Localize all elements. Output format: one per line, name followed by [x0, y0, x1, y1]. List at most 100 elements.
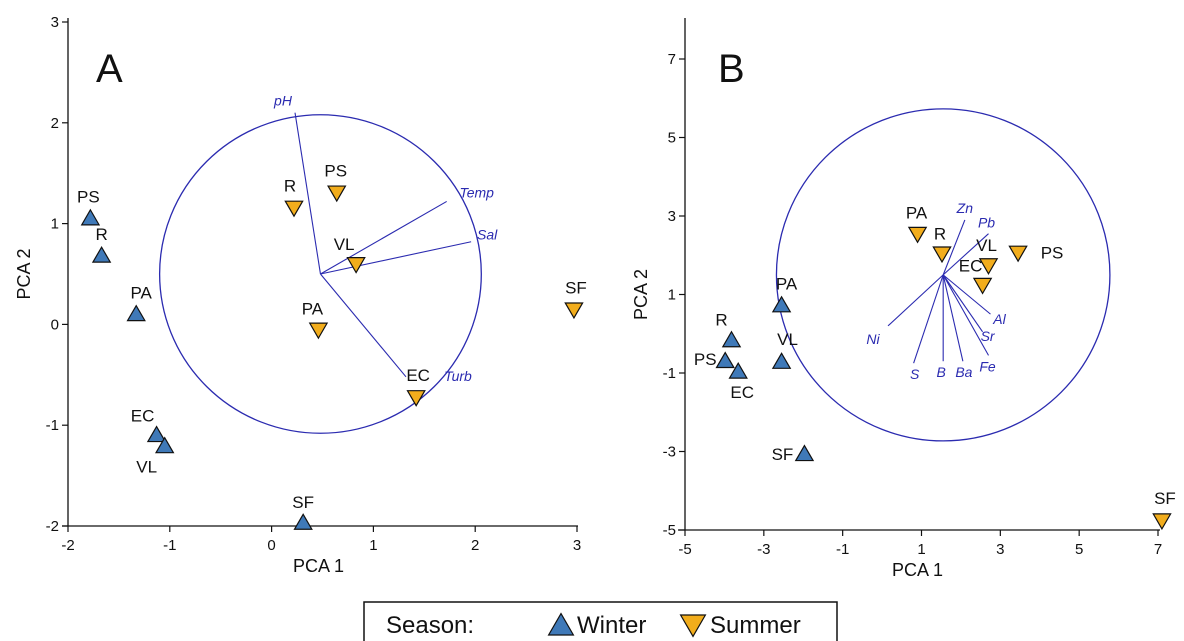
winter-point-sf — [293, 513, 313, 530]
site-label-sf: SF — [1154, 489, 1176, 508]
summer-point-pa — [308, 322, 329, 340]
site-label-ps: PS — [324, 161, 347, 180]
site-label-r: R — [715, 310, 727, 329]
loading-vector-ni — [887, 274, 944, 327]
x-tick-label: -2 — [61, 537, 74, 554]
site-label-ps: PS — [1041, 244, 1064, 263]
site-label-r: R — [934, 224, 946, 243]
winter-point-ec — [728, 361, 748, 379]
x-tick-label: -3 — [757, 541, 770, 558]
loading-label-s: S — [910, 366, 920, 382]
y-tick-label: 5 — [668, 130, 676, 147]
panel-label: B — [718, 47, 745, 91]
site-label-pa: PA — [302, 299, 324, 318]
loading-vector-sr — [942, 274, 984, 333]
summer-point-vl — [346, 257, 366, 274]
y-tick-label: -2 — [46, 518, 59, 535]
y-tick-label: 1 — [51, 216, 59, 233]
winter-point-pa — [126, 304, 146, 322]
correlation-circle — [158, 114, 482, 434]
winter-point-ec — [146, 425, 167, 443]
y-axis-label: PCA 2 — [631, 269, 651, 320]
loading-label-ph: pH — [273, 93, 293, 109]
x-tick-label: 3 — [996, 541, 1004, 558]
site-label-r: R — [284, 176, 296, 195]
site-label-ec: EC — [959, 257, 983, 276]
site-label-ec: EC — [131, 406, 155, 425]
site-label-pa: PA — [906, 204, 928, 223]
x-tick-label: 3 — [573, 537, 581, 554]
winter-point-vl — [771, 352, 792, 369]
x-tick-label: -1 — [163, 537, 176, 554]
panel-label: A — [96, 47, 123, 91]
y-axis-label: PCA 2 — [14, 248, 34, 299]
site-label-pa: PA — [776, 274, 798, 293]
y-tick-label: -1 — [46, 417, 59, 434]
site-label-ps: PS — [77, 188, 100, 207]
y-tick-label: 7 — [668, 51, 676, 68]
x-axis-label: PCA 1 — [892, 560, 943, 580]
site-label-vl: VL — [777, 330, 798, 349]
y-tick-label: -5 — [663, 522, 676, 539]
loading-vector-sal — [320, 241, 472, 275]
y-tick-label: -1 — [663, 365, 676, 382]
loading-vector-zn — [942, 219, 966, 276]
site-label-ps: PS — [694, 350, 717, 369]
legend-summer-label: Summer — [710, 612, 801, 639]
loading-vector-s — [913, 274, 944, 364]
site-label-vl: VL — [136, 457, 157, 476]
legend-winter-marker — [547, 612, 575, 636]
summer-point-ec — [406, 390, 426, 407]
x-tick-label: 1 — [917, 541, 925, 558]
y-tick-label: 2 — [51, 115, 59, 132]
y-tick-label: 3 — [668, 208, 676, 225]
loading-label-ba: Ba — [955, 364, 972, 380]
site-label-ec: EC — [406, 366, 430, 385]
site-label-ec: EC — [730, 383, 754, 402]
loading-vector-al — [942, 274, 991, 315]
winter-point-vl — [154, 436, 175, 454]
loading-label-b: B — [937, 364, 946, 380]
loading-vector-pb — [942, 233, 989, 276]
site-label-vl: VL — [334, 235, 355, 254]
x-tick-label: 2 — [471, 537, 479, 554]
summer-point-ps — [1008, 245, 1028, 263]
panel-a: -2 -1 0 1 2 3 -2 -1 0 1 2 3 PCA 1 PCA 2 ApH Temp Sal Turb… — [14, 14, 587, 576]
loading-label-sal: Sal — [477, 227, 498, 243]
loading-vector-turb — [320, 273, 407, 378]
y-tick-label: 1 — [668, 287, 676, 304]
x-tick-label: -1 — [836, 541, 849, 558]
winter-point-r — [91, 245, 112, 263]
winter-point-sf — [794, 444, 815, 462]
summer-point-ec — [972, 277, 993, 295]
winter-point-r — [721, 330, 742, 348]
site-label-pa: PA — [130, 283, 152, 302]
summer-point-pa — [907, 226, 928, 244]
site-label-vl: VL — [976, 236, 997, 255]
site-label-sf: SF — [772, 445, 794, 464]
loading-vector-ph — [294, 112, 322, 275]
x-tick-label: 7 — [1154, 541, 1162, 558]
legend-title: Season: — [386, 612, 474, 639]
y-tick-label: 3 — [51, 14, 59, 31]
x-tick-label: 0 — [267, 537, 275, 554]
loading-label-turb: Turb — [444, 368, 472, 384]
legend: Season: Winter Summer — [363, 601, 838, 641]
winter-point-ps — [715, 351, 735, 369]
summer-point-r — [284, 200, 304, 218]
summer-point-sf — [1152, 513, 1172, 531]
legend-winter-label: Winter — [577, 612, 646, 639]
site-label-sf: SF — [292, 493, 314, 512]
x-tick-label: 1 — [369, 537, 377, 554]
correlation-circle — [775, 108, 1111, 442]
y-tick-label: 0 — [51, 316, 59, 333]
loading-label-sr: Sr — [981, 328, 996, 344]
loading-label-temp: Temp — [459, 184, 494, 200]
x-tick-label: -5 — [678, 541, 691, 558]
summer-point-r — [932, 246, 952, 264]
summer-point-sf — [564, 302, 584, 320]
legend-box — [363, 601, 838, 641]
winter-point-pa — [771, 295, 792, 313]
